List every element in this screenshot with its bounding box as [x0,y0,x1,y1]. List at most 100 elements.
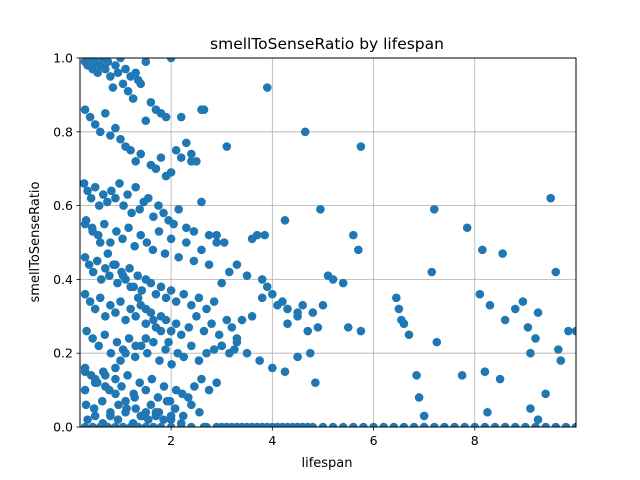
data-point [131,312,140,321]
data-point [187,149,196,159]
data-point [300,127,310,137]
data-point [118,271,128,281]
data-point [156,422,166,427]
data-point [176,112,186,122]
data-point [457,371,467,380]
data-point [101,371,110,380]
data-point [167,359,176,369]
data-point [141,334,151,343]
data-point [389,422,399,427]
data-point [106,411,115,421]
data-point [571,422,576,427]
data-point [96,275,106,284]
data-point [111,374,120,384]
data-point [166,168,176,177]
data-point [237,315,247,325]
data-point [199,326,209,336]
data-point [561,422,571,427]
data-point [242,271,252,281]
data-point [232,337,242,347]
data-point [128,94,138,103]
data-point [146,278,156,288]
data-point [101,64,110,74]
data-point [490,422,500,427]
data-point [343,323,353,332]
data-point [273,422,282,427]
data-point [90,304,100,314]
data-point [222,422,232,427]
data-point [230,345,239,354]
data-point [85,297,95,306]
data-point [349,230,358,240]
data-point [214,330,224,340]
data-point [100,330,110,340]
data-point [141,58,151,66]
data-point [171,319,181,328]
data-point [526,404,535,413]
data-point [103,197,112,207]
data-point [399,319,409,328]
data-point [93,68,103,78]
data-point [252,230,262,240]
data-point [394,304,404,314]
data-point [166,415,176,424]
data-point [154,227,164,236]
data-point [116,356,125,365]
data-point [176,330,186,340]
data-point [359,422,368,427]
data-point [204,260,214,269]
data-point [136,149,146,159]
data-point [521,422,530,427]
data-point [480,367,490,376]
data-point [111,422,120,427]
data-point [369,422,378,427]
data-point [90,182,100,192]
data-point [171,145,181,155]
data-point [149,212,158,221]
data-point [181,223,191,233]
x-axis-ticks: 2 4 6 8 [167,427,479,448]
data-point [255,356,264,365]
data-points [80,58,576,427]
data-point [419,422,429,427]
data-point [526,348,535,358]
data-point [212,238,221,247]
data-point [404,330,414,340]
data-point [338,278,348,288]
data-point [141,422,151,427]
data-point [112,227,121,236]
data-point [440,422,449,427]
data-point [101,264,110,273]
data-point [392,293,401,303]
y-axis-ticks: 0.0 0.2 0.4 0.6 0.8 1.0 [53,51,80,435]
data-point [305,348,315,358]
data-point [194,293,204,303]
data-point [338,422,348,427]
data-point [510,422,520,427]
data-point [166,58,176,63]
data-point [242,348,252,358]
data-point [144,193,153,203]
data-point [141,116,151,126]
data-point [126,422,135,427]
data-point [427,267,437,277]
data-point [153,393,163,402]
data-point [257,275,267,284]
data-point [187,400,196,410]
data-point [318,300,328,310]
y-axis-label: smellToSenseRatio [28,181,43,302]
data-point [89,404,99,413]
data-point [166,326,176,336]
data-point [146,97,156,107]
data-point [88,422,97,427]
data-point [217,278,227,288]
data-point [131,157,140,166]
data-point [212,230,221,240]
data-point [80,252,90,262]
data-point [112,337,122,347]
data-point [101,109,110,118]
chart-title: smellToSenseRatio by lifespan [210,35,444,53]
data-point [184,393,193,402]
data-point [141,304,151,314]
data-point [232,422,242,427]
